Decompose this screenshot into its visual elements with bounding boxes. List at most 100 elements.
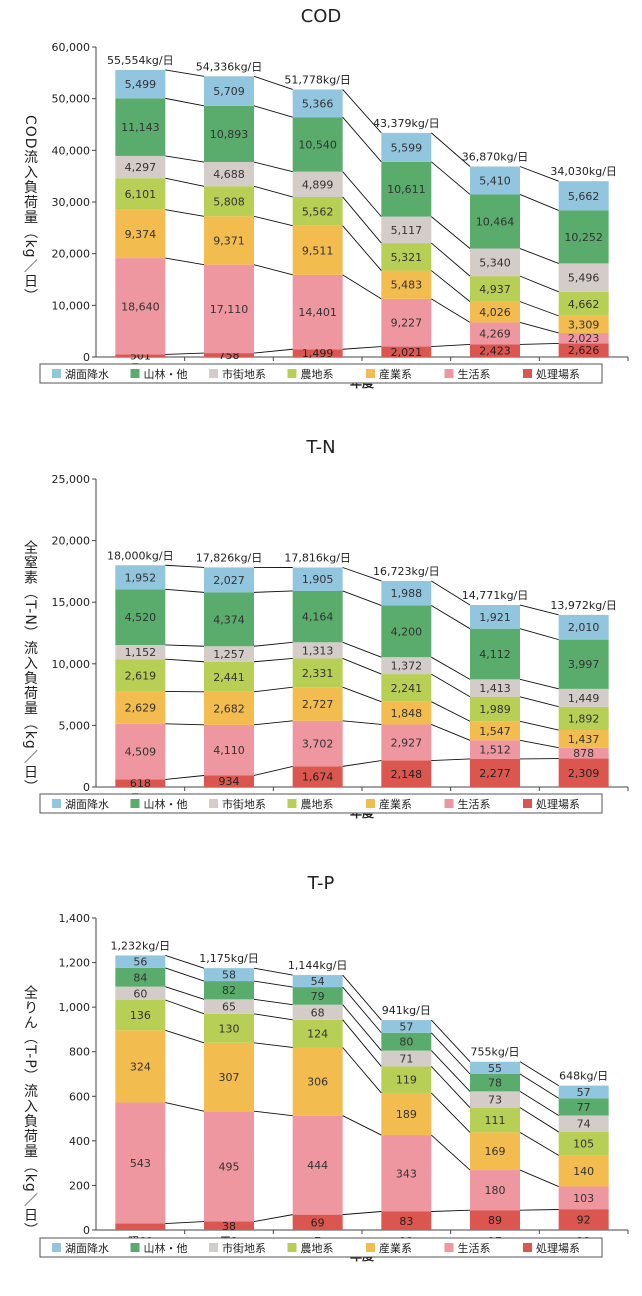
total-label: 17,816kg/日 xyxy=(284,552,351,565)
y-axis-label: 全窒素（T-N）流入負荷量（kg／日） xyxy=(22,539,38,794)
legend-swatch xyxy=(288,369,297,378)
data-label: 14,401 xyxy=(298,306,337,319)
series-line xyxy=(165,1222,204,1224)
legend-swatch xyxy=(131,1243,140,1252)
total-label: 755kg/日 xyxy=(470,1046,519,1059)
data-label: 77 xyxy=(577,1101,591,1114)
series-line xyxy=(431,1033,470,1074)
legend-label: 生活系 xyxy=(458,797,491,811)
series-line xyxy=(343,347,382,350)
series-line xyxy=(254,968,293,975)
data-label: 1,449 xyxy=(568,692,600,705)
series-line xyxy=(254,186,293,197)
data-label: 18,640 xyxy=(121,300,160,313)
data-label: 10,252 xyxy=(564,231,603,244)
data-label: 11,143 xyxy=(121,121,160,134)
legend: 湖面降水山林・他市街地系農地系産業系生活系処理場系 xyxy=(40,364,602,383)
series-line xyxy=(254,766,293,775)
series-line xyxy=(520,1108,559,1132)
legend-swatch xyxy=(523,369,532,378)
series-line xyxy=(165,955,204,968)
data-label: 1,989 xyxy=(479,703,511,716)
series-line xyxy=(165,1030,204,1042)
series-line xyxy=(165,659,204,662)
legend-swatch xyxy=(523,1243,532,1252)
legend-swatch xyxy=(366,369,375,378)
series-line xyxy=(431,702,470,722)
data-label: 1,313 xyxy=(302,644,334,657)
data-label: 9,511 xyxy=(302,244,334,257)
data-label: 58 xyxy=(222,969,236,982)
series-line xyxy=(343,975,382,1020)
data-label: 4,200 xyxy=(391,625,423,638)
data-label: 57 xyxy=(399,1020,413,1033)
series-line xyxy=(520,1132,559,1155)
series-line xyxy=(343,591,382,605)
data-label: 2,626 xyxy=(568,344,600,357)
y-tick-label: 15,000 xyxy=(52,596,91,609)
legend-label: 農地系 xyxy=(301,367,334,381)
data-label: 4,520 xyxy=(125,611,157,624)
series-line xyxy=(343,1212,382,1215)
series-line xyxy=(165,775,204,779)
data-label: 10,611 xyxy=(387,183,426,196)
series-line xyxy=(254,349,293,353)
legend-label: 山林・他 xyxy=(144,797,188,811)
data-label: 5,340 xyxy=(479,256,511,269)
data-label: 189 xyxy=(396,1108,417,1121)
total-label: 51,778kg/日 xyxy=(284,73,351,86)
y-tick-label: 30,000 xyxy=(52,196,91,209)
legend-label: 産業系 xyxy=(379,798,412,811)
series-line xyxy=(343,987,382,1033)
chart-title: COD xyxy=(301,6,342,27)
total-label: 13,972kg/日 xyxy=(550,599,617,612)
y-tick-label: 0 xyxy=(83,781,90,794)
chart-t-p: T-P02004006008001,0001,2001,400全りん（T-P）流… xyxy=(22,873,628,1263)
data-label: 1,892 xyxy=(568,712,600,725)
data-label: 1,257 xyxy=(213,648,245,661)
y-tick-label: 5,000 xyxy=(59,719,91,732)
data-label: 2,423 xyxy=(479,345,511,358)
data-label: 2,309 xyxy=(568,767,600,780)
data-label: 79 xyxy=(311,990,325,1003)
series-line xyxy=(520,721,559,730)
series-line xyxy=(520,1062,559,1086)
legend-label: 処理場系 xyxy=(536,368,580,381)
series-line xyxy=(431,162,470,195)
series-line xyxy=(520,1170,559,1186)
series-line xyxy=(343,687,382,702)
series-line xyxy=(520,740,559,747)
series-line xyxy=(165,1103,204,1112)
legend-swatch xyxy=(288,1243,297,1252)
legend-label: 市街地系 xyxy=(222,1241,266,1255)
data-label: 68 xyxy=(311,1006,325,1019)
series-line xyxy=(343,89,382,132)
data-label: 5,662 xyxy=(568,190,600,203)
data-label: 124 xyxy=(307,1028,328,1041)
y-tick-label: 0 xyxy=(83,351,90,364)
legend-swatch xyxy=(52,799,61,808)
data-label: 103 xyxy=(573,1192,594,1205)
series-line xyxy=(165,645,204,646)
data-label: 2,927 xyxy=(391,737,423,750)
data-label: 74 xyxy=(577,1118,591,1131)
series-line xyxy=(431,1210,470,1211)
data-label: 4,688 xyxy=(213,168,245,181)
data-label: 55 xyxy=(488,1062,502,1075)
series-line xyxy=(343,1047,382,1092)
series-line xyxy=(520,194,559,210)
data-label: 10,464 xyxy=(476,215,515,228)
data-label: 4,662 xyxy=(568,298,600,311)
data-label: 73 xyxy=(488,1094,502,1107)
legend-swatch xyxy=(445,369,454,378)
data-label: 5,499 xyxy=(125,78,157,91)
series-line xyxy=(254,999,293,1004)
chart-cod: COD010,00020,00030,00040,00050,00060,000… xyxy=(22,6,628,390)
series-line xyxy=(343,721,382,725)
data-label: 9,371 xyxy=(213,234,245,247)
series-line xyxy=(343,642,382,657)
legend-swatch xyxy=(523,799,532,808)
legend: 湖面降水山林・他市街地系農地系産業系生活系処理場系 xyxy=(40,794,602,813)
